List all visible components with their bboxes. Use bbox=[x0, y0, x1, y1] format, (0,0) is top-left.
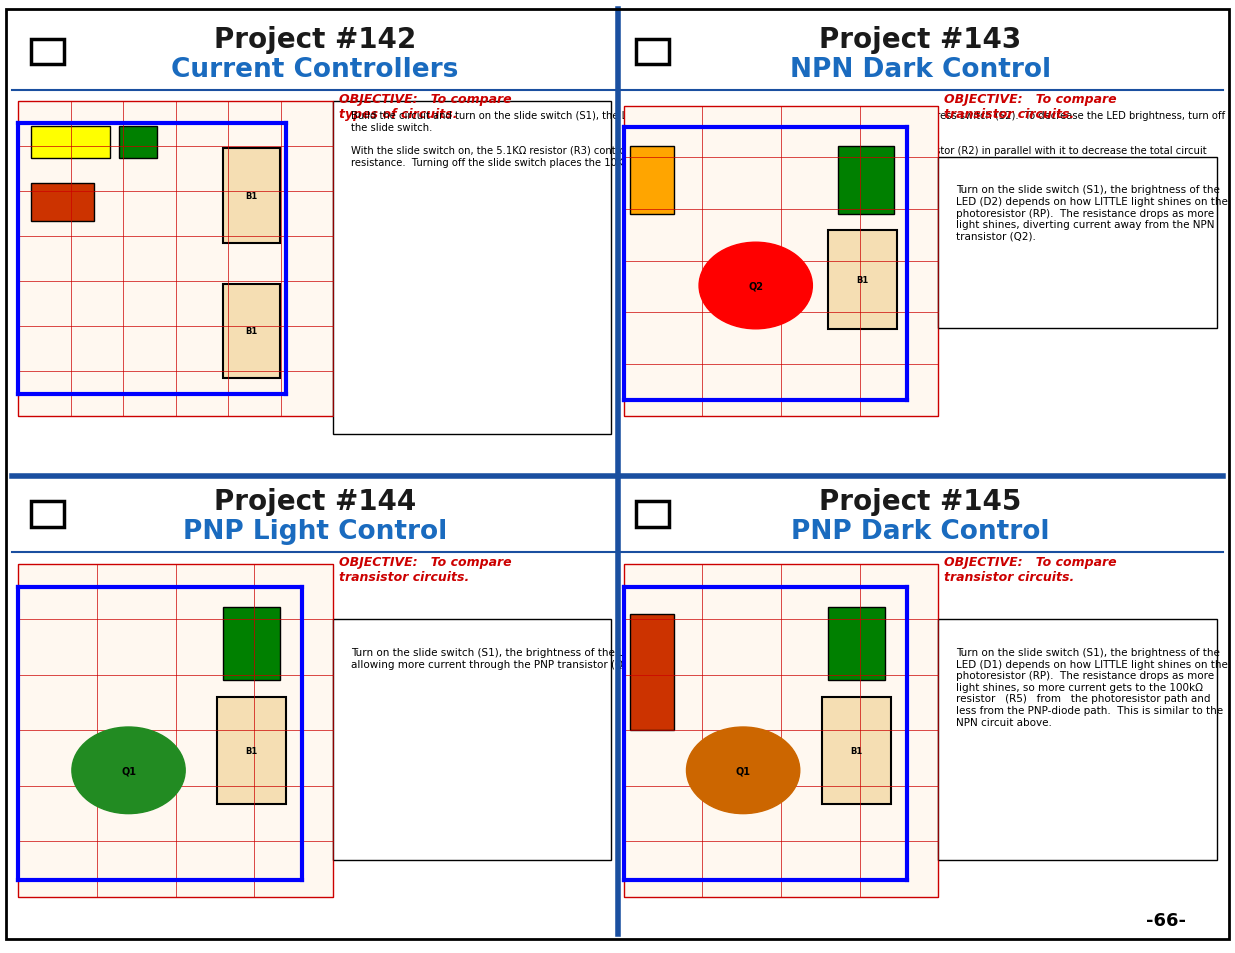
Text: Q2: Q2 bbox=[748, 281, 763, 292]
FancyBboxPatch shape bbox=[31, 40, 64, 65]
Text: Q1: Q1 bbox=[121, 765, 136, 776]
Bar bbox=[31, 127, 110, 158]
Text: PNP Dark Control: PNP Dark Control bbox=[790, 518, 1050, 545]
Text: Turn on the slide switch (S1), the brightness of the LED (D1) depends on how muc: Turn on the slide switch (S1), the brigh… bbox=[351, 647, 1214, 669]
Text: B1: B1 bbox=[245, 746, 257, 755]
Text: B1: B1 bbox=[245, 192, 257, 201]
FancyBboxPatch shape bbox=[636, 502, 669, 527]
Text: Project #142: Project #142 bbox=[214, 26, 416, 53]
Text: OBJECTIVE:   To compare
types of circuits.: OBJECTIVE: To compare types of circuits. bbox=[340, 92, 511, 121]
Text: B1: B1 bbox=[850, 746, 862, 755]
Text: Project #145: Project #145 bbox=[819, 488, 1021, 516]
Bar bbox=[821, 698, 890, 803]
Text: OBJECTIVE:   To compare
transistor circuits.: OBJECTIVE: To compare transistor circuit… bbox=[945, 555, 1116, 583]
Circle shape bbox=[699, 243, 813, 330]
Text: Project #143: Project #143 bbox=[819, 26, 1021, 53]
Text: Turn on the slide switch (S1), the brightness of the LED (D2) depends on how LIT: Turn on the slide switch (S1), the brigh… bbox=[956, 185, 1229, 241]
Bar bbox=[630, 147, 674, 215]
Bar bbox=[829, 231, 898, 330]
Bar bbox=[216, 698, 285, 803]
Text: OBJECTIVE:   To compare
transistor circuits.: OBJECTIVE: To compare transistor circuit… bbox=[945, 92, 1116, 121]
Bar bbox=[837, 147, 894, 215]
FancyBboxPatch shape bbox=[333, 619, 611, 860]
Text: Build the circuit and turn on the slide switch (S1), the LED (D1) will be lit. T: Build the circuit and turn on the slide … bbox=[351, 112, 1225, 168]
FancyBboxPatch shape bbox=[636, 40, 669, 65]
FancyBboxPatch shape bbox=[939, 619, 1216, 860]
FancyBboxPatch shape bbox=[333, 102, 611, 435]
FancyBboxPatch shape bbox=[31, 502, 64, 527]
Text: Current Controllers: Current Controllers bbox=[172, 56, 458, 83]
Text: B1: B1 bbox=[857, 275, 869, 285]
Text: NPN Dark Control: NPN Dark Control bbox=[789, 56, 1051, 83]
Bar bbox=[19, 102, 333, 416]
Bar bbox=[224, 149, 279, 243]
Circle shape bbox=[687, 727, 800, 814]
Bar bbox=[119, 127, 157, 158]
Bar bbox=[624, 564, 939, 897]
FancyBboxPatch shape bbox=[939, 157, 1216, 329]
Text: OBJECTIVE:   To compare
transistor circuits.: OBJECTIVE: To compare transistor circuit… bbox=[340, 555, 511, 583]
Bar bbox=[19, 564, 333, 897]
Text: PNP Light Control: PNP Light Control bbox=[183, 518, 447, 545]
Bar bbox=[630, 614, 674, 731]
Bar bbox=[224, 607, 279, 680]
Bar bbox=[624, 107, 939, 416]
Bar bbox=[224, 284, 279, 378]
Text: Q1: Q1 bbox=[736, 765, 751, 776]
Text: Project #144: Project #144 bbox=[214, 488, 416, 516]
Bar bbox=[829, 607, 884, 680]
Text: -66-: -66- bbox=[1146, 911, 1186, 929]
Bar bbox=[31, 184, 94, 221]
Text: Turn on the slide switch (S1), the brightness of the LED (D1) depends on how LIT: Turn on the slide switch (S1), the brigh… bbox=[956, 647, 1229, 727]
Circle shape bbox=[72, 727, 185, 814]
Text: B1: B1 bbox=[245, 327, 257, 335]
